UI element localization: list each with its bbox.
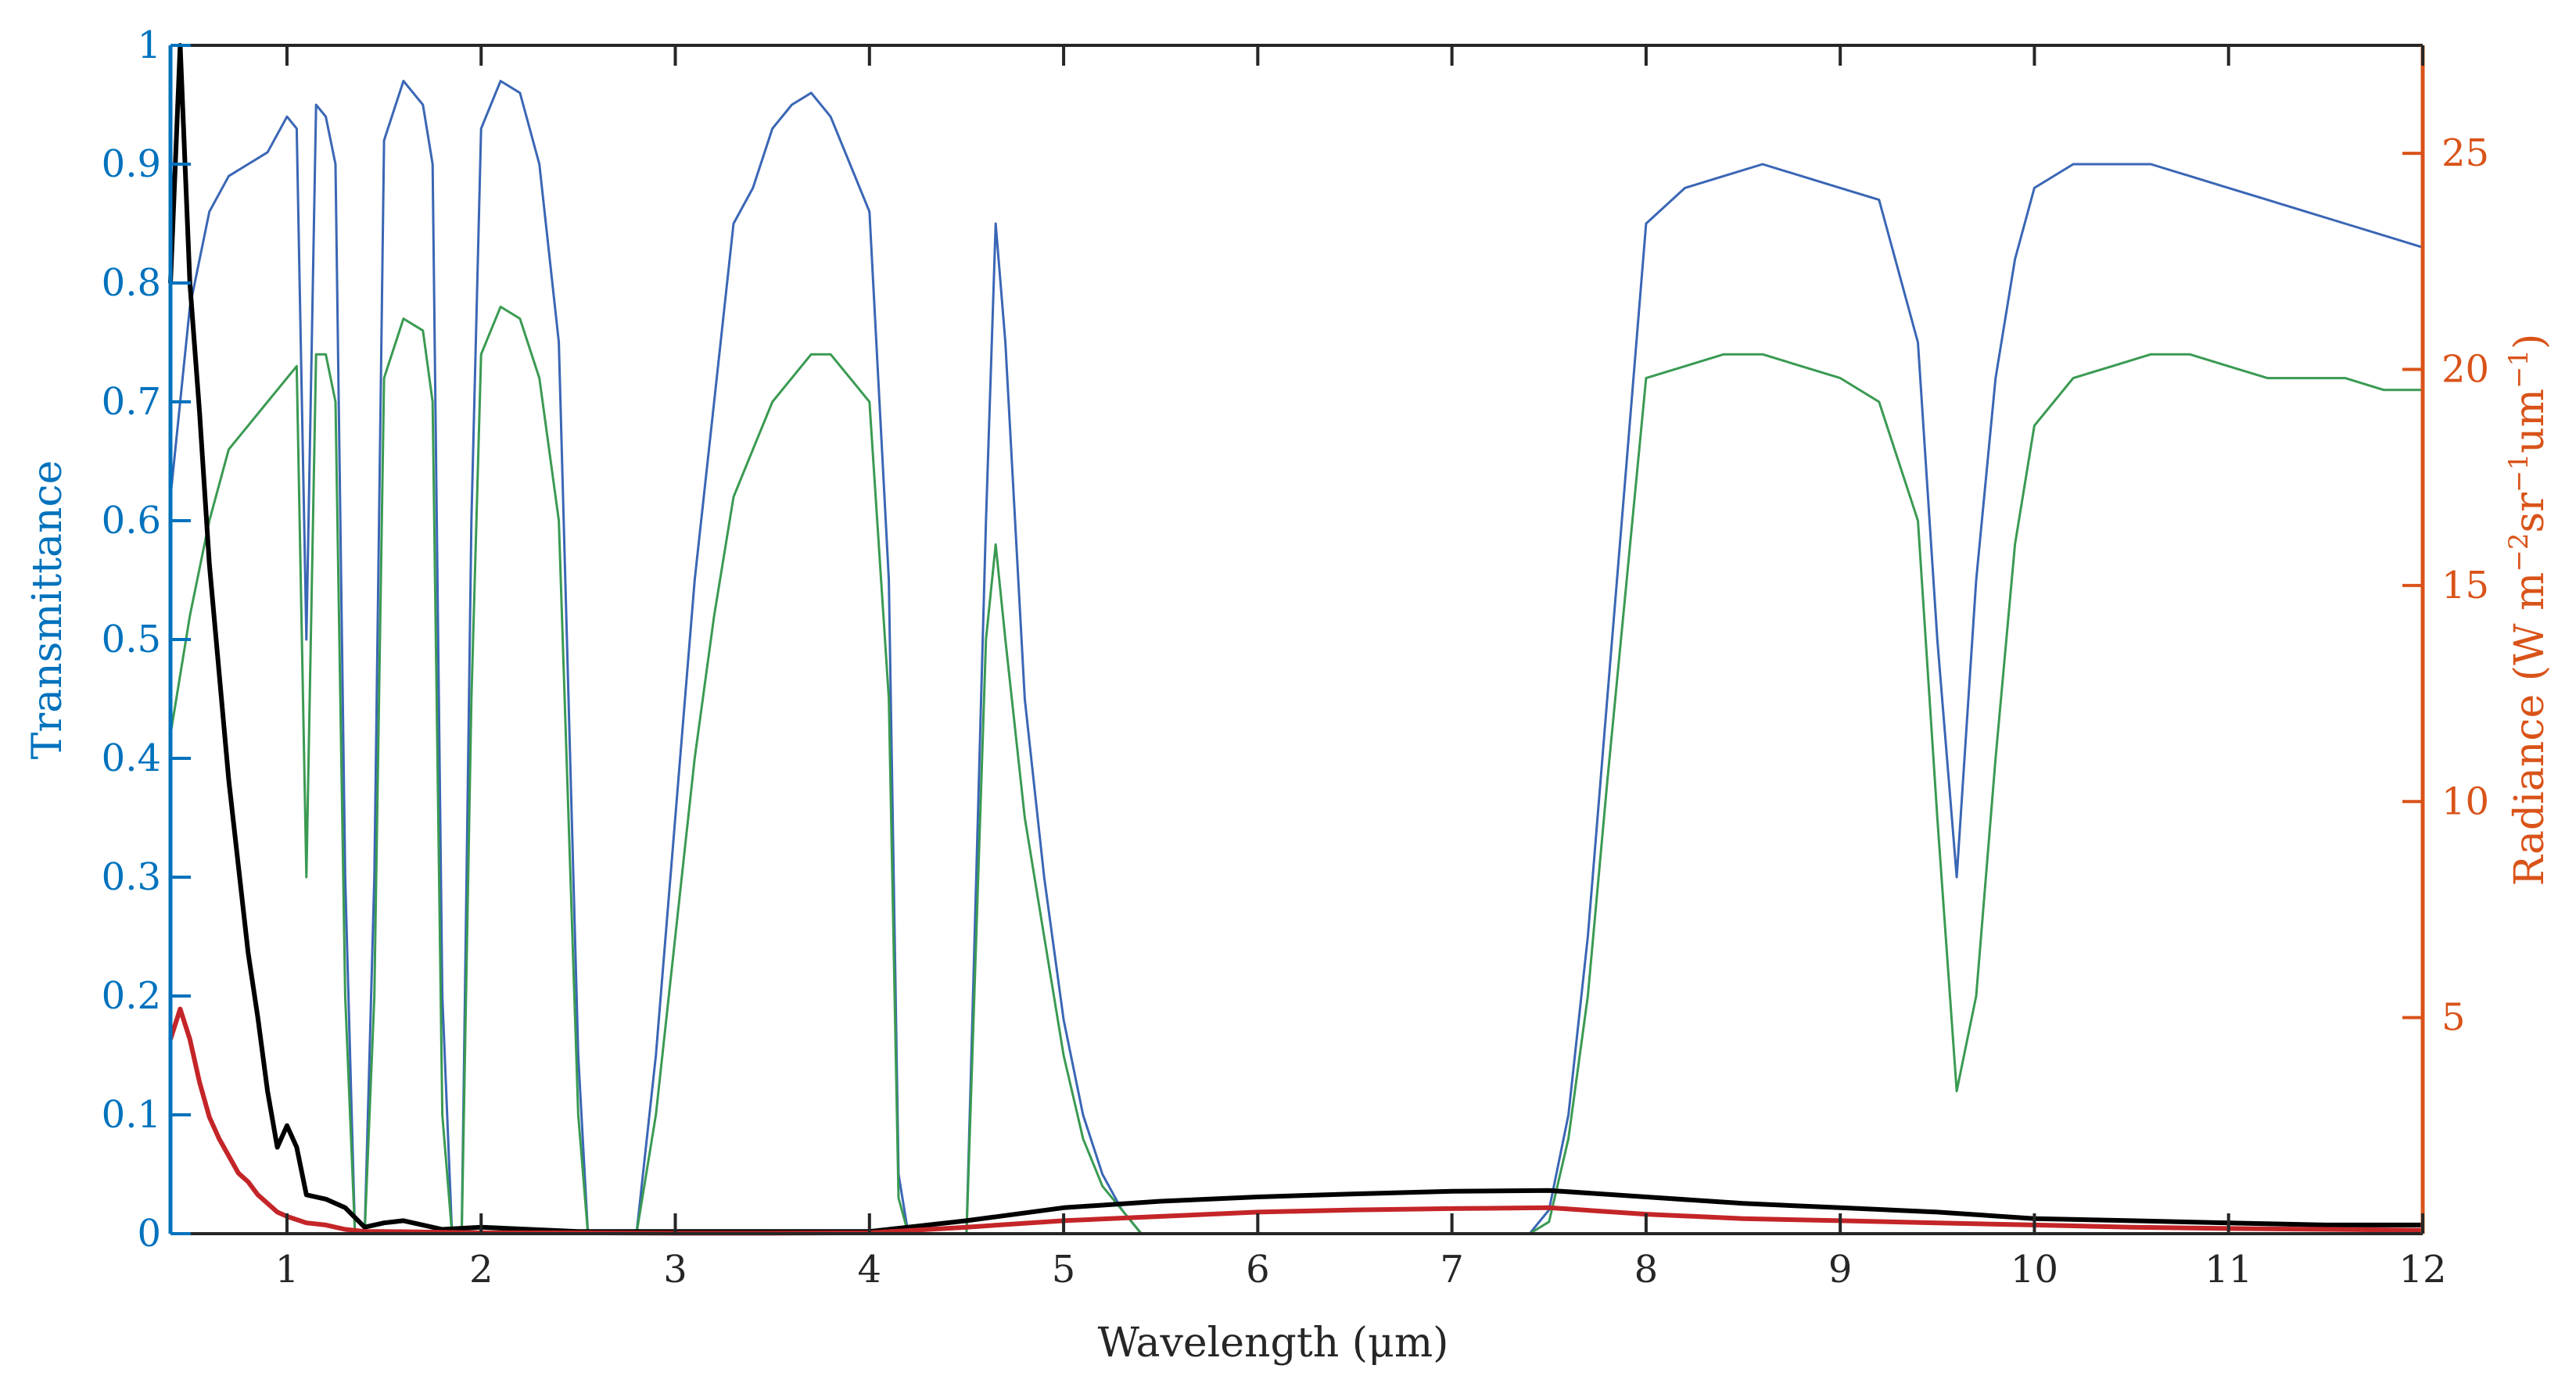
right-y-axis-title-exp: −2	[2503, 533, 2535, 572]
left-y-tick-label: 0	[137, 1212, 161, 1256]
left-y-tick-label: 0.4	[102, 736, 161, 780]
left-y-tick-label: 0.6	[102, 499, 161, 543]
x-tick-label: 5	[1052, 1248, 1076, 1292]
right-y-tick-label: 15	[2441, 564, 2489, 607]
right-y-tick-label: 20	[2441, 348, 2489, 392]
left-y-tick-label: 0.8	[102, 261, 161, 305]
x-tick-label: 2	[469, 1248, 493, 1292]
left-y-tick-label: 0.9	[102, 142, 161, 186]
x-tick-label: 8	[1634, 1248, 1659, 1292]
x-tick-label: 10	[2011, 1248, 2058, 1292]
series-line-4	[168, 1006, 2424, 1236]
left-y-tick-label: 0.5	[102, 618, 161, 661]
left-y-tick-label: 0.3	[102, 855, 161, 899]
plot-frame	[168, 44, 2425, 1235]
left-y-tick-label: 0.7	[102, 380, 161, 424]
right-y-axis-title-exp: −1	[2503, 453, 2535, 493]
x-tick-label: 3	[663, 1248, 687, 1292]
series-line-3	[168, 43, 2423, 1234]
right-y-axis-title-exp: −1	[2503, 349, 2535, 389]
right-y-tick-label: 25	[2441, 131, 2489, 175]
x-tick-label: 7	[1440, 1248, 1464, 1292]
left-y-tick-label: 1	[137, 23, 161, 67]
x-tick-label: 1	[275, 1248, 300, 1292]
x-tick-label: 11	[2205, 1248, 2252, 1292]
left-y-tick-label: 0.2	[102, 974, 161, 1018]
series-line-1	[169, 80, 2424, 1235]
x-tick-label: 6	[1246, 1248, 1270, 1292]
right-y-axis-title-part: Radiance (W m	[2506, 572, 2553, 887]
right-y-axis-title-part: sr	[2506, 493, 2553, 533]
right-y-axis-title-part: um	[2506, 389, 2553, 453]
right-y-axis-title: Radiance (W m−2sr−1um−1)	[2503, 334, 2553, 887]
right-y-tick-label: 10	[2441, 779, 2489, 823]
series-line-2	[169, 305, 2423, 1235]
x-tick-label: 12	[2398, 1248, 2446, 1292]
tick-layer: 1 2 3 4 5 6 7 8 9 10 11 1200.10.20.30.40.50.60.70.8…	[102, 23, 2489, 1292]
left-y-tick-label: 0.1	[102, 1093, 161, 1137]
series-layer	[168, 43, 2424, 1236]
x-tick-label: 9	[1828, 1248, 1853, 1292]
right-y-axis-title-part: )	[2506, 334, 2553, 349]
x-axis-title: Wavelength (μm)	[1098, 1320, 1449, 1367]
x-tick-label: 4	[858, 1248, 882, 1292]
left-y-axis-title: Transmittance	[24, 460, 71, 760]
right-y-tick-label: 5	[2441, 996, 2466, 1040]
